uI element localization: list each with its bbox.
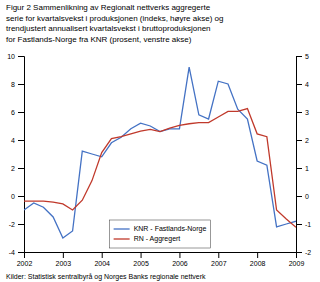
tick-mark <box>18 112 24 113</box>
axis-line <box>297 57 303 253</box>
tick-label: 8 <box>11 81 15 88</box>
tick: 2005 <box>133 252 149 267</box>
tick: 0 <box>11 193 24 200</box>
tick-label: 0 <box>11 193 15 200</box>
tick-label: 6 <box>11 109 15 116</box>
tick-label: 0 <box>305 193 309 200</box>
title-line: Figur 2 Sammenlikning av Regionalt nettv… <box>6 3 211 12</box>
tick-mark <box>18 196 24 197</box>
tick-mark <box>63 252 64 258</box>
legend: KNR - Fastlands-Norge RN - Aggregert <box>110 220 211 248</box>
tick: 0 <box>296 193 309 200</box>
tick: 2002 <box>17 252 33 267</box>
tick-label: 2003 <box>56 260 72 267</box>
tick-mark <box>296 56 302 57</box>
tick: -4 <box>9 249 24 256</box>
tick-label: 10 <box>7 53 15 60</box>
tick-label: 3 <box>305 109 309 116</box>
legend-frame <box>110 220 211 248</box>
tick-mark <box>296 168 302 169</box>
axis-line <box>25 253 297 259</box>
tick: 2006 <box>172 252 188 267</box>
tick: 8 <box>11 81 24 88</box>
tick-label: 2009 <box>289 260 305 267</box>
title-line: trendjustert annualisert kvartalsvekst i… <box>6 24 211 33</box>
tick-mark <box>296 196 302 197</box>
tick-label: -4 <box>9 249 15 256</box>
tick: -2 <box>296 249 311 256</box>
tick-label: 4 <box>11 137 15 144</box>
title-line: serie for kvartalsvekst i produksjonen (… <box>6 14 223 23</box>
series-line <box>24 109 296 228</box>
legend-label: RN - Aggregert <box>134 235 181 243</box>
tick-mark <box>18 168 24 169</box>
tick-mark <box>218 252 219 258</box>
tick-label: 1 <box>305 165 309 172</box>
tick-mark <box>18 56 24 57</box>
tick: 2007 <box>211 252 227 267</box>
tick: 2 <box>11 165 24 172</box>
tick-label: -2 <box>305 249 311 256</box>
tick-label: 2004 <box>94 260 110 267</box>
tick: 2008 <box>250 252 266 267</box>
tick-label: -2 <box>9 221 15 228</box>
tick-label: 2002 <box>17 260 33 267</box>
x-axis: 2002 2003 2004 2005 2006 2007 2008 2009 <box>17 252 305 267</box>
tick: 5 <box>296 53 309 60</box>
tick-label: 2006 <box>172 260 188 267</box>
axis-line <box>18 57 25 253</box>
legend-swatch <box>114 238 130 239</box>
tick-mark <box>296 252 302 253</box>
tick-mark <box>296 140 302 141</box>
chart: Figur 2 Sammenlikning av Regionalt nettv… <box>0 0 320 282</box>
tick: 1 <box>296 165 309 172</box>
title-line: for Fastlands-Norge fra KNR (prosent, ve… <box>6 35 192 44</box>
y2-axis: -2 -1 0 1 2 3 4 5 <box>296 53 311 256</box>
tick: 4 <box>11 137 24 144</box>
tick-mark <box>18 140 24 141</box>
tick-mark <box>296 112 302 113</box>
tick: 2009 <box>289 252 305 267</box>
legend-swatch <box>114 228 130 229</box>
tick: 6 <box>11 109 24 116</box>
plot-area <box>24 67 296 238</box>
tick-mark <box>296 224 302 225</box>
tick: 4 <box>296 81 309 88</box>
title: Figur 2 Sammenlikning av Regionalt nettv… <box>6 3 223 44</box>
tick-label: 2008 <box>250 260 266 267</box>
tick-mark <box>102 252 103 258</box>
tick: 2003 <box>56 252 72 267</box>
tick: 3 <box>296 109 309 116</box>
tick-label: 2007 <box>211 260 227 267</box>
tick-mark <box>296 84 302 85</box>
tick-label: 4 <box>305 81 309 88</box>
tick-label: 2 <box>305 137 309 144</box>
tick-label: -1 <box>305 221 311 228</box>
legend-label: KNR - Fastlands-Norge <box>134 225 207 233</box>
series-line <box>24 67 296 238</box>
tick-label: 2 <box>11 165 15 172</box>
tick-mark <box>18 252 24 253</box>
tick: -2 <box>9 221 24 228</box>
tick-label: 5 <box>305 53 309 60</box>
y-axis: -4 -2 0 2 4 6 8 10 <box>7 53 24 256</box>
tick-mark <box>179 252 180 258</box>
footnote: Kilder: Statistisk sentralbyrå og Norges… <box>6 273 206 281</box>
tick: 2 <box>296 137 309 144</box>
tick-mark <box>141 252 142 258</box>
tick: 10 <box>7 53 24 60</box>
tick-mark <box>18 224 24 225</box>
tick: 2004 <box>94 252 110 267</box>
tick-label: 2005 <box>133 260 149 267</box>
tick-mark <box>257 252 258 258</box>
tick: -1 <box>296 221 311 228</box>
tick-mark <box>18 84 24 85</box>
